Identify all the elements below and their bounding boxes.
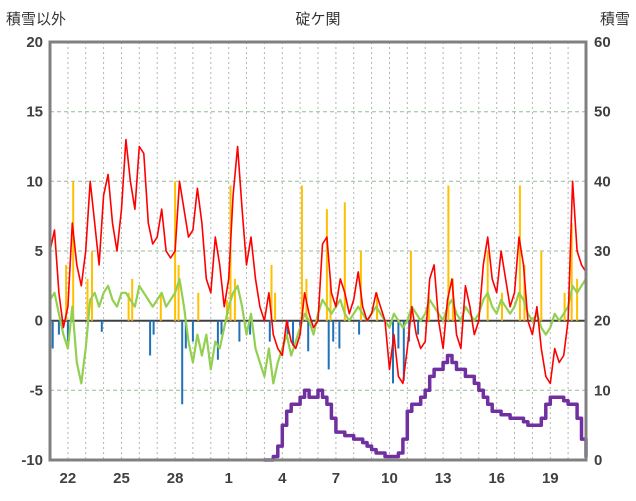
right-axis-title: 積雪	[599, 11, 630, 28]
svg-text:25: 25	[113, 470, 130, 487]
svg-text:16: 16	[488, 470, 505, 487]
left-axis-title: 積雪以外	[6, 11, 67, 28]
svg-text:5: 5	[35, 243, 43, 260]
svg-text:60: 60	[594, 34, 611, 51]
svg-text:30: 30	[594, 243, 611, 260]
svg-text:15: 15	[26, 104, 43, 121]
svg-text:0: 0	[35, 313, 43, 330]
svg-text:20: 20	[594, 313, 611, 330]
svg-text:40: 40	[594, 173, 611, 190]
svg-text:50: 50	[594, 104, 611, 121]
svg-text:10: 10	[594, 382, 611, 399]
svg-text:20: 20	[26, 34, 43, 51]
svg-text:22: 22	[60, 470, 77, 487]
svg-text:1: 1	[225, 470, 233, 487]
svg-text:-5: -5	[30, 382, 43, 399]
svg-text:10: 10	[381, 470, 398, 487]
svg-text:13: 13	[435, 470, 452, 487]
svg-text:19: 19	[542, 470, 559, 487]
svg-text:0: 0	[594, 452, 602, 469]
svg-text:7: 7	[332, 470, 340, 487]
svg-text:28: 28	[167, 470, 184, 487]
svg-text:10: 10	[26, 173, 43, 190]
svg-text:4: 4	[278, 470, 287, 487]
svg-text:-10: -10	[21, 452, 43, 469]
